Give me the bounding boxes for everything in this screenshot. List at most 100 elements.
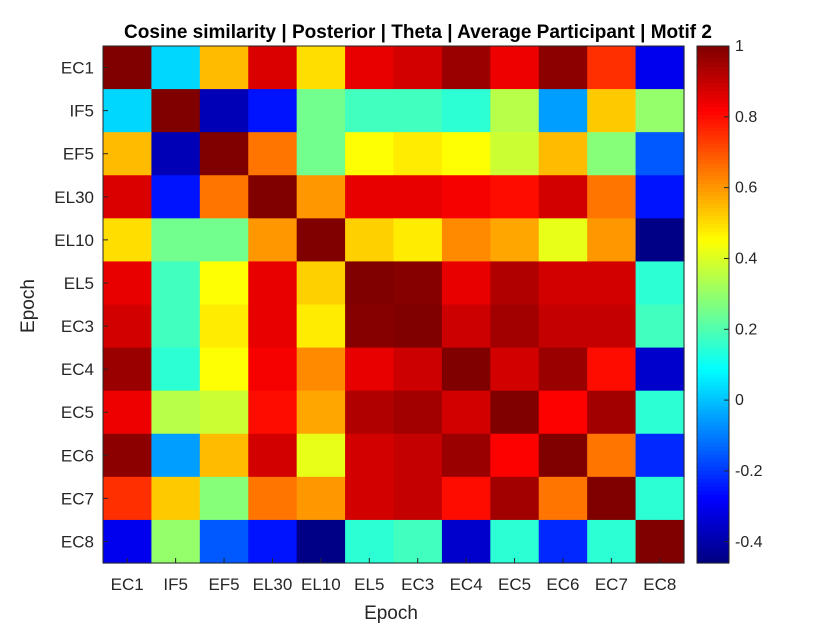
heatmap-cell [248,476,298,521]
colorbar-tick-label: -0.4 [735,534,763,551]
heatmap-cell [635,519,685,564]
heatmap-cell [587,519,637,564]
colorbar-segment [697,518,729,524]
colorbar-segment [697,179,729,184]
colorbar-segment [697,457,729,463]
colorbar-tick-label: 0.8 [735,109,757,126]
colorbar-segment [697,538,729,544]
colorbar-tick-label: 0.6 [735,180,757,197]
colorbar-segment [697,373,729,378]
heatmap-cell [490,304,540,349]
colorbar-segment [697,300,729,306]
heatmap-cell [587,433,637,478]
colorbar-segment [697,385,729,390]
colorbar-segment [697,183,729,188]
heatmap-cell [490,132,540,176]
colorbar-segment [697,195,729,201]
heatmap-cell [296,261,346,306]
colorbar-segment [697,514,729,520]
heatmap-cell [393,132,443,176]
heatmap-cell [538,218,588,263]
heatmap-cell [199,390,249,435]
colorbar-segment [697,522,729,528]
colorbar-segment [697,437,729,443]
colorbar-segment [697,397,729,403]
colorbar-segment [697,235,729,241]
colorbar-segment [697,54,729,59]
colorbar-segment [697,191,729,197]
heatmap-cell [441,261,491,306]
heatmap-cell [538,89,588,133]
heatmap-cell [296,89,346,133]
heatmap-cell [441,175,491,219]
heatmap-cell [296,433,346,478]
heatmap-cell [248,347,298,392]
heatmap-cell [345,390,395,435]
colorbar-segment [697,223,729,229]
colorbar-segment [697,365,729,370]
colorbar-tick-label: 0 [735,392,744,409]
colorbar-segment [697,421,729,427]
colorbar-segment [697,243,729,249]
colorbar-tick-label: 1 [735,38,744,55]
heatmap-cell [248,175,298,219]
heatmap-cell [587,347,637,392]
heatmap-cell [296,390,346,435]
colorbar-segment [697,413,729,419]
heatmap-cell [538,132,588,176]
heatmap-cell [441,132,491,176]
heatmap-cell [151,89,201,133]
heatmap-cell [345,46,395,90]
heatmap-cell [199,433,249,478]
heatmap-cell [151,218,201,263]
heatmap-cell [490,519,540,564]
heatmap-cell [490,89,540,133]
heatmap-cell [538,304,588,349]
colorbar-segment [697,70,729,75]
heatmap-cell [635,261,685,306]
heatmap-cell [248,132,298,176]
colorbar-segment [697,409,729,415]
colorbar-segment [697,530,729,536]
heatmap-cell [538,175,588,219]
colorbar-segment [697,405,729,411]
colorbar-segment [697,110,729,116]
colorbar-segment [697,155,729,160]
heatmap-cell [151,347,201,392]
heatmap-cell [103,476,153,521]
heatmap-cell [441,347,491,392]
heatmap-cell [490,347,540,392]
colorbar-tick-label: 0.2 [735,321,757,338]
colorbar-segment [697,86,729,92]
heatmap-cell [635,390,685,435]
heatmap-cell [490,175,540,219]
colorbar-segment [697,126,729,132]
colorbar-segment [697,203,729,209]
heatmap-cell [103,390,153,435]
colorbar-segment [697,46,729,51]
heatmap-cell [248,261,298,306]
heatmap-cell [441,46,491,90]
heatmap-cell [248,433,298,478]
x-tick-label: EL30 [253,575,293,594]
heatmap-cell [490,433,540,478]
heatmap-cell [538,261,588,306]
heatmap-cell [248,218,298,263]
colorbar-segment [697,211,729,217]
heatmap-cell [587,304,637,349]
colorbar-segment [697,352,729,358]
colorbar-segment [697,361,729,366]
heatmap-cell [345,132,395,176]
heatmap-cell [490,390,540,435]
heatmap-cell [103,261,153,306]
heatmap-cell [199,519,249,564]
colorbar-segment [697,486,729,491]
colorbar-segment [697,453,729,459]
colorbar-segment [697,98,729,104]
heatmap-cell [587,390,637,435]
y-tick-label: EC7 [61,489,94,508]
x-tick-label: EC7 [595,575,628,594]
heatmap-cell [538,433,588,478]
x-tick-label: EL10 [301,575,341,594]
y-tick-label: EL30 [54,188,94,207]
